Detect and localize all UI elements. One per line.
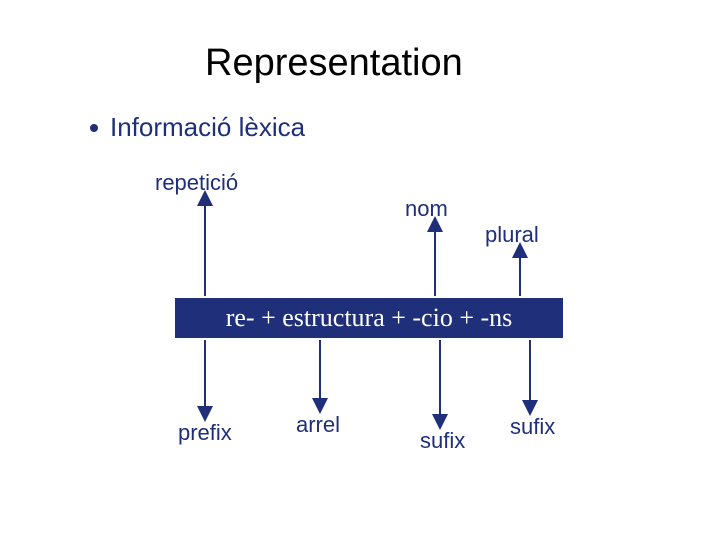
arrows-layer: [0, 0, 720, 540]
slide: { "title": { "text": "Representation", "…: [0, 0, 720, 540]
